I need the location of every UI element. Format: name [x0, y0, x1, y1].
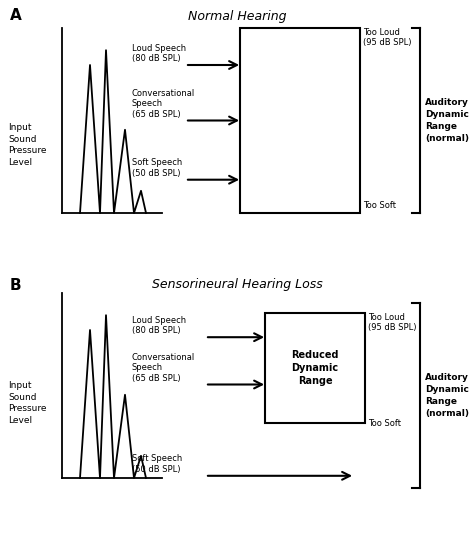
Text: Conversational
Speech
(65 dB SPL): Conversational Speech (65 dB SPL)	[132, 353, 195, 383]
Text: B: B	[10, 278, 22, 293]
Text: Loud Speech
(80 dB SPL): Loud Speech (80 dB SPL)	[132, 44, 186, 63]
Text: Input
Sound
Pressure
Level: Input Sound Pressure Level	[8, 381, 46, 425]
Text: Input
Sound
Pressure
Level: Input Sound Pressure Level	[8, 123, 46, 167]
Text: Soft Speech
(50 dB SPL): Soft Speech (50 dB SPL)	[132, 455, 182, 474]
Text: Auditory
Dynamic
Range
(normal): Auditory Dynamic Range (normal)	[425, 98, 469, 143]
Text: Sensorineural Hearing Loss: Sensorineural Hearing Loss	[152, 278, 322, 291]
Bar	[240, 28, 360, 213]
Text: Auditory
Dynamic
Range
(normal): Auditory Dynamic Range (normal)	[425, 373, 469, 417]
Text: Conversational
Speech
(65 dB SPL): Conversational Speech (65 dB SPL)	[132, 89, 195, 118]
Text: Normal Hearing: Normal Hearing	[188, 10, 286, 23]
Text: Loud Speech
(80 dB SPL): Loud Speech (80 dB SPL)	[132, 316, 186, 335]
Text: Too Loud
(95 dB SPL): Too Loud (95 dB SPL)	[368, 313, 417, 332]
Text: Too Soft: Too Soft	[368, 419, 401, 427]
Text: Too Soft: Too Soft	[363, 201, 396, 210]
Bar	[265, 313, 365, 423]
Text: Reduced
Dynamic
Range: Reduced Dynamic Range	[291, 350, 339, 386]
Text: Soft Speech
(50 dB SPL): Soft Speech (50 dB SPL)	[132, 158, 182, 178]
Text: Too Loud
(95 dB SPL): Too Loud (95 dB SPL)	[363, 28, 411, 47]
Text: A: A	[10, 8, 22, 23]
